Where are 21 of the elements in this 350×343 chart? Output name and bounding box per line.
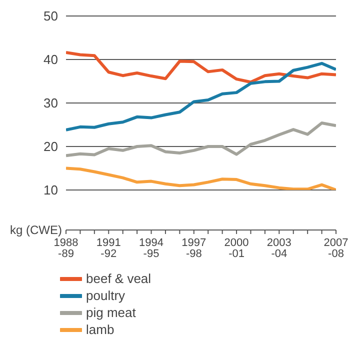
y-tick-label: 30 xyxy=(44,96,58,111)
legend-label: beef & veal xyxy=(86,270,152,287)
x-tick-label: 1991-92 xyxy=(96,237,121,260)
x-tick-label: 2003-04 xyxy=(266,237,292,260)
y-tick-label: 40 xyxy=(44,52,58,68)
line-series xyxy=(66,166,336,190)
line-series xyxy=(66,62,336,132)
line-series xyxy=(66,51,336,84)
x-tick-label: 2007-08 xyxy=(324,237,348,260)
x-tick-label: 1994-95 xyxy=(139,237,164,260)
legend-label: lamb xyxy=(86,321,114,338)
legend-label: pig meat xyxy=(86,304,136,321)
line-series xyxy=(66,122,336,158)
y-tick-label: 50 xyxy=(44,8,58,24)
x-tick-label: 2000-01 xyxy=(224,237,249,260)
y-tick-label: 20 xyxy=(44,139,58,154)
legend-label: poultry xyxy=(86,287,126,304)
x-tick-label: 1988-89 xyxy=(54,237,78,260)
y-axis-title: kg (CWE) xyxy=(10,223,62,237)
x-tick-label: 1997-98 xyxy=(182,237,206,260)
y-tick-label: 10 xyxy=(44,182,58,198)
